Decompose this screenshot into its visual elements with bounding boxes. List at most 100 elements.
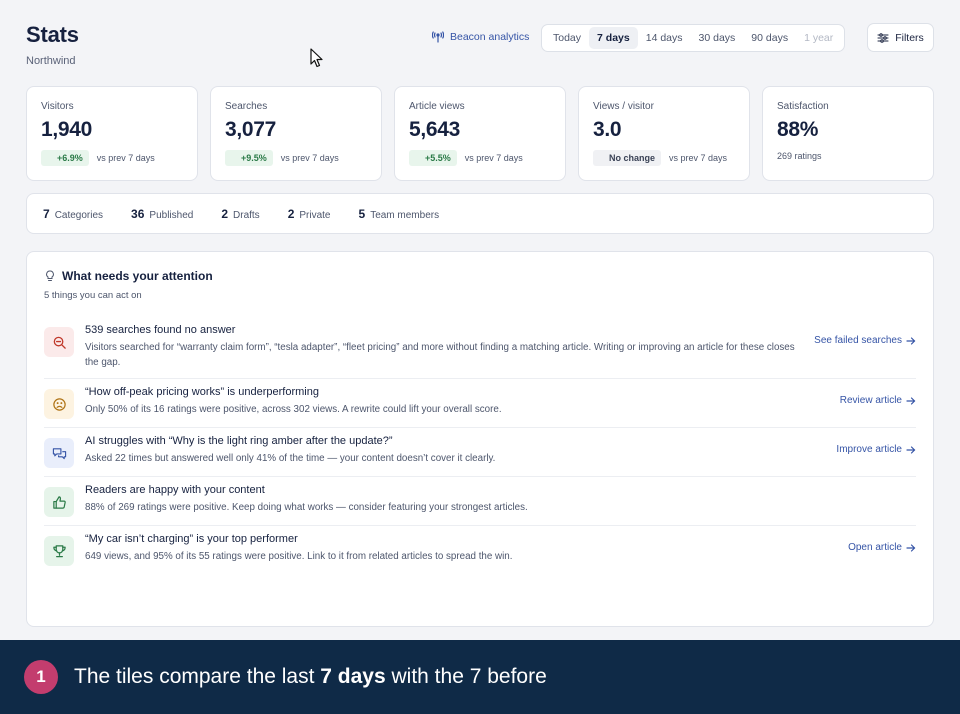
page-header: Stats Northwind (26, 22, 79, 67)
attention-item-failed-searches: 539 searches found no answer Visitors se… (44, 317, 916, 379)
ratings-count: 269 ratings (777, 151, 822, 161)
comparison-note: vs prev 7 days (96, 153, 155, 163)
summary-label: Categories (54, 209, 104, 221)
page-title: Stats (26, 22, 79, 47)
attention-item-readers-happy: Readers are happy with your content 88% … (44, 477, 916, 526)
tile-value: 1,940 (41, 118, 93, 141)
summary-private: 2 Private (288, 207, 331, 221)
thumbs-up-icon (52, 495, 66, 509)
attention-item-ai-struggles: AI struggles with “Why is the light ring… (44, 428, 916, 477)
attention-item-top-performer: “My car isn’t charging” is your top perf… (44, 526, 916, 574)
sliders-icon (877, 32, 889, 43)
summary-published: 36 Published (131, 207, 193, 221)
tile-label: Searches (225, 101, 268, 112)
arrow-right-icon (906, 336, 916, 345)
item-description: 649 views, and 95% of its 55 ratings wer… (85, 551, 513, 562)
summary-label: Team members (370, 209, 440, 221)
tile-label: Article views (409, 101, 465, 112)
chat-bubbles-icon (52, 447, 66, 459)
summary-count: 5 (358, 206, 366, 221)
beacon-analytics-link[interactable]: Beacon analytics (432, 31, 529, 43)
comparison-note: vs prev 7 days (280, 153, 339, 163)
open-article-link[interactable]: Open article (848, 542, 916, 553)
filters-button[interactable]: Filters (867, 23, 934, 52)
change-badge: +6.9% (41, 150, 89, 166)
date-range-selector: Today 7 days 14 days 30 days 90 days 1 y… (541, 24, 846, 52)
tile-searches: Searches 3,077 +9.5% vs prev 7 days (210, 86, 382, 181)
range-7-days[interactable]: 7 days (589, 27, 638, 49)
mouse-cursor-icon (310, 48, 323, 68)
tutorial-banner: 1 The tiles compare the last 7 days with… (0, 640, 960, 714)
action-label: Review article (839, 395, 902, 406)
summary-count: 7 (43, 206, 50, 221)
content-summary-bar: 7 Categories 36 Published 2 Drafts 2 Pri… (26, 193, 934, 234)
tile-label: Satisfaction (777, 101, 829, 112)
comparison-note: vs prev 7 days (669, 153, 728, 163)
tile-value: 3.0 (593, 118, 622, 141)
range-today[interactable]: Today (553, 32, 582, 44)
summary-label: Drafts (233, 209, 260, 221)
comparison-note: vs prev 7 days (464, 153, 523, 163)
lightbulb-icon (46, 270, 54, 281)
caption-end: with the 7 before (385, 665, 547, 688)
item-description: Asked 22 times but answered well only 41… (85, 453, 496, 464)
caption-start: The tiles compare the last (74, 665, 321, 688)
item-title: Readers are happy with your content (85, 484, 265, 496)
arrow-right-icon (906, 543, 916, 552)
summary-categories: 7 Categories (43, 207, 103, 221)
tile-visitors: Visitors 1,940 +6.9% vs prev 7 days (26, 86, 198, 181)
workspace-name: Northwind (26, 55, 76, 67)
tile-label: Views / visitor (593, 101, 654, 112)
stat-tiles: Visitors 1,940 +6.9% vs prev 7 days Sear… (26, 86, 934, 181)
attention-subtitle: 5 things you can act on (44, 290, 142, 301)
action-label: See failed searches (814, 335, 902, 346)
tile-label: Visitors (41, 101, 74, 112)
search-minus-icon (53, 336, 66, 349)
tutorial-caption: The tiles compare the last 7 days with t… (74, 665, 547, 689)
item-description: Visitors searched for “warranty claim fo… (85, 342, 795, 368)
trophy-icon (52, 544, 66, 557)
range-1-year: 1 year (804, 32, 834, 44)
arrow-right-icon (906, 396, 916, 405)
action-label: Improve article (836, 444, 902, 455)
summary-count: 2 (287, 206, 295, 221)
antenna-icon (432, 31, 444, 43)
sad-face-icon (52, 397, 66, 411)
summary-label: Published (149, 209, 194, 221)
item-title: 539 searches found no answer (85, 324, 236, 336)
tile-article-views: Article views 5,643 +5.5% vs prev 7 days (394, 86, 566, 181)
item-title: “How off-peak pricing works” is underper… (85, 386, 319, 398)
summary-count: 36 (131, 206, 145, 221)
attention-panel: What needs your attention 5 things you c… (26, 251, 934, 627)
item-title: AI struggles with “Why is the light ring… (85, 435, 393, 447)
tile-value: 88% (777, 118, 819, 141)
change-badge: +5.5% (409, 150, 457, 166)
tile-views-per-visitor: Views / visitor 3.0 No change vs prev 7 … (578, 86, 750, 181)
item-title: “My car isn’t charging” is your top perf… (85, 533, 298, 545)
tile-value: 5,643 (409, 118, 461, 141)
summary-drafts: 2 Drafts (221, 207, 259, 221)
attention-item-underperforming-article: “How off-peak pricing works” is underper… (44, 379, 916, 428)
item-description: 88% of 269 ratings were positive. Keep d… (85, 502, 528, 513)
tile-value: 3,077 (225, 118, 277, 141)
summary-count: 2 (221, 206, 229, 221)
summary-label: Private (299, 209, 331, 221)
tile-satisfaction: Satisfaction 88% 269 ratings (762, 86, 934, 181)
range-14-days[interactable]: 14 days (645, 32, 683, 44)
beacon-analytics-label: Beacon analytics (450, 31, 530, 43)
range-30-days[interactable]: 30 days (698, 32, 736, 44)
arrow-right-icon (906, 445, 916, 454)
item-description: Only 50% of its 16 ratings were positive… (85, 404, 502, 415)
attention-title: What needs your attention (62, 269, 213, 283)
step-number-badge: 1 (24, 660, 58, 694)
review-article-link[interactable]: Review article (840, 395, 916, 406)
improve-article-link[interactable]: Improve article (836, 444, 916, 455)
summary-team-members: 5 Team members (359, 207, 440, 221)
caption-emphasis: 7 days (320, 665, 386, 688)
filters-label: Filters (895, 31, 924, 44)
action-label: Open article (848, 542, 902, 553)
change-badge: +9.5% (225, 150, 273, 166)
range-90-days[interactable]: 90 days (751, 32, 789, 44)
see-failed-searches-link[interactable]: See failed searches (814, 335, 916, 346)
change-badge: No change (593, 150, 662, 166)
